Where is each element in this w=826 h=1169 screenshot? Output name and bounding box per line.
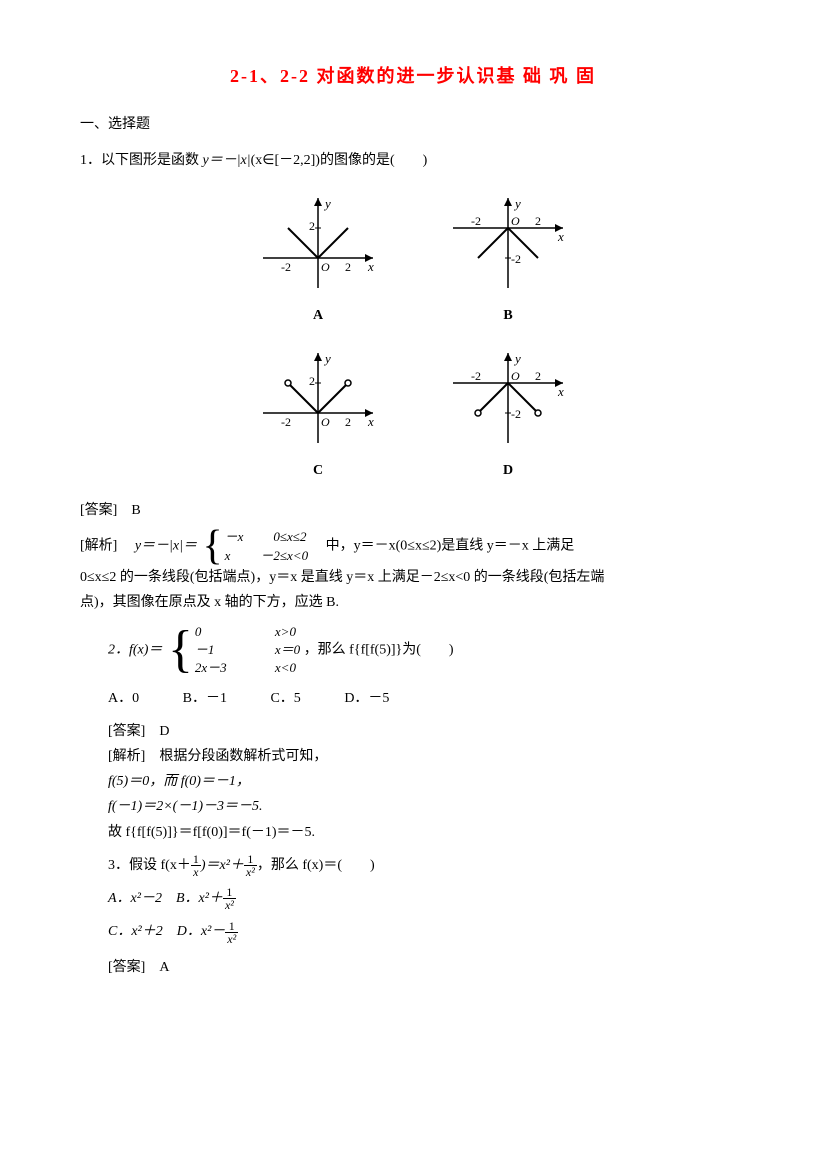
q2-suffix: ，那么 f{f[f(5)]}为( ) (304, 643, 454, 658)
q3-optD-den: x² (225, 933, 238, 945)
page-title: 2-1、2-2 对函数的进一步认识基 础 巩 固 (80, 60, 746, 92)
svg-text:-2: -2 (471, 369, 481, 383)
svg-text:2: 2 (309, 219, 315, 233)
svg-text:2: 2 (345, 260, 351, 274)
svg-text:O: O (321, 260, 330, 274)
q1-domain: (x∈[－2,2])的图像的是( ) (251, 153, 428, 168)
q1-analysis: [解析] y＝－|x|＝ { －x 0≤x≤2 x －2≤x<0 中，y＝－x(0≤… (80, 528, 746, 564)
graph-B: y -2 -2 2 O x B (443, 188, 573, 328)
svg-text:-2: -2 (281, 415, 291, 429)
q3-prefix: 3．假设 f(x＋ (108, 858, 191, 873)
q1-analysis-line3: 点)，其图像在原点及 x 轴的下方，应选 B. (80, 590, 746, 615)
brace-icon: { (168, 637, 193, 663)
graph-C: y 2 -2 2 O x C (253, 343, 383, 483)
q2-answer: [答案] D (108, 719, 746, 744)
svg-text:x: x (367, 259, 374, 274)
q1-answer: [答案] B (80, 498, 746, 523)
q2-option-D: D．－5 (344, 691, 389, 706)
svg-text:y: y (513, 351, 521, 366)
graph-A: y 2 -2 2 O x A (253, 188, 383, 328)
q2-line2: f(－1)＝2×(－1)－3＝－5. (108, 794, 746, 819)
q2-p2-cond: x＝0 (275, 641, 300, 659)
q1-p1-expr: －x (225, 528, 244, 546)
svg-text:y: y (323, 196, 331, 211)
q2-p3-expr: 2x－3 (195, 659, 245, 677)
graph-D: y -2 -2 2 O x D (443, 343, 573, 483)
question-2: 2．f(x)＝ { 0 x>0 －1 x＝0 2x－3 x<0 ，那么 f{f[f(5… (108, 623, 746, 678)
q1-p1-cond: 0≤x≤2 (273, 528, 306, 546)
q1-text-prefix: 1．以下图形是函数 (80, 153, 203, 168)
svg-text:2: 2 (309, 374, 315, 388)
q3-frac2: 1x² (244, 853, 257, 878)
svg-text:-2: -2 (511, 407, 521, 421)
svg-text:x: x (557, 384, 564, 399)
q2-options: A．0 B．－1 C．5 D．－5 (108, 686, 746, 711)
graph-C-svg: y 2 -2 2 O x (253, 343, 383, 453)
svg-text:x: x (367, 414, 374, 429)
q3-optD-num: 1 (225, 920, 238, 933)
q3-frac2-den: x² (244, 866, 257, 878)
graph-D-svg: y -2 -2 2 O x (443, 343, 573, 453)
q3-optB-den: x² (223, 899, 236, 911)
q2-option-A: A．0 (108, 691, 139, 706)
svg-text:y: y (513, 196, 521, 211)
q2-line1: f(5)＝0，而 f(0)＝－1， (108, 769, 746, 794)
q2-option-C: C．5 (270, 691, 300, 706)
q1-p2-expr: x (225, 547, 231, 565)
graph-A-label: A (253, 303, 383, 328)
q2-line3: 故 f{f[f(5)]}＝f[f(0)]＝f(－1)＝－5. (108, 820, 746, 845)
svg-text:O: O (321, 415, 330, 429)
q3-optC-prefix: C．x²＋2 D．x²－ (108, 924, 225, 939)
q1-p2-cond: －2≤x<0 (260, 547, 308, 565)
q3-answer: [答案] A (108, 955, 746, 980)
graph-D-label: D (443, 458, 573, 483)
q3-frac1-den: x (191, 866, 201, 878)
q2-option-B: B．－1 (183, 691, 227, 706)
q3-mid1: )＝x²＋ (201, 858, 244, 873)
q1-analysis-mid: 中，y＝－x(0≤x≤2)是直线 y＝－x 上满足 (312, 539, 575, 554)
graph-A-svg: y 2 -2 2 O x (253, 188, 383, 298)
q2-p3-cond: x<0 (275, 659, 296, 677)
svg-text:-2: -2 (471, 214, 481, 228)
q3-options-row1: A．x²－2 B．x²＋1x² (108, 886, 746, 911)
graphs-row-1: y 2 -2 2 O x A y -2 -2 2 O x B (80, 188, 746, 328)
svg-text:2: 2 (345, 415, 351, 429)
svg-text:-2: -2 (511, 252, 521, 266)
svg-text:O: O (511, 369, 520, 383)
svg-text:O: O (511, 214, 520, 228)
graphs-row-2: y 2 -2 2 O x C y -2 -2 2 O x D (80, 343, 746, 483)
q3-suffix: ，那么 f(x)＝( ) (257, 858, 375, 873)
q2-p1-cond: x>0 (275, 623, 296, 641)
q1-analysis-line2: 0≤x≤2 的一条线段(包括端点)，y＝x 是直线 y＝x 上满足－2≤x<0 … (80, 565, 746, 590)
q1-piecewise: －x 0≤x≤2 x －2≤x<0 (225, 528, 308, 564)
svg-text:2: 2 (535, 214, 541, 228)
q3-options-row2: C．x²＋2 D．x²－1x² (108, 919, 746, 944)
q3-frac1: 1x (191, 853, 201, 878)
q2-p2-expr: －1 (195, 641, 245, 659)
svg-text:2: 2 (535, 369, 541, 383)
q1-func: y＝－|x| (203, 153, 251, 168)
graph-B-svg: y -2 -2 2 O x (443, 188, 573, 298)
q2-analysis-label: [解析] 根据分段函数解析式可知， (108, 744, 746, 769)
q3-optB-frac: 1x² (223, 886, 236, 911)
q3-optA-prefix: A．x²－2 B．x²＋ (108, 891, 223, 906)
graph-B-label: B (443, 303, 573, 328)
q1-analysis-label: [解析] (80, 539, 131, 554)
section-header-1: 一、选择题 (80, 112, 746, 137)
graph-C-label: C (253, 458, 383, 483)
svg-text:-2: -2 (281, 260, 291, 274)
svg-text:y: y (323, 351, 331, 366)
question-1: 1．以下图形是函数 y＝－|x|(x∈[－2,2])的图像的是( ) (80, 148, 746, 173)
q1-eq-left: y＝－|x|＝ (135, 539, 197, 554)
question-3: 3．假设 f(x＋1x)＝x²＋1x²，那么 f(x)＝( ) (108, 853, 746, 878)
brace-icon: { (202, 534, 222, 559)
q2-piecewise: 0 x>0 －1 x＝0 2x－3 x<0 (195, 623, 300, 678)
q2-prefix: 2．f(x)＝ (108, 643, 162, 658)
q2-p1-expr: 0 (195, 623, 245, 641)
q3-optD-frac: 1x² (225, 920, 238, 945)
svg-text:x: x (557, 229, 564, 244)
